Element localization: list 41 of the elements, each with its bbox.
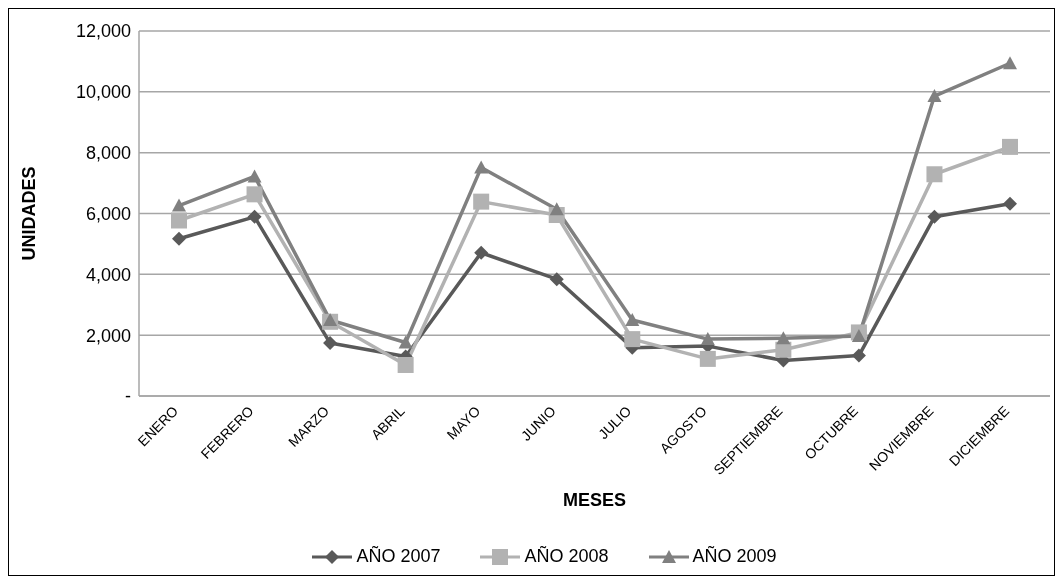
point bbox=[1003, 56, 1017, 70]
point bbox=[775, 341, 792, 358]
y-tick-label: 12,000 bbox=[75, 21, 131, 42]
point bbox=[625, 312, 640, 326]
legend-label: AÑO 2009 bbox=[692, 546, 777, 567]
point bbox=[927, 209, 942, 224]
x-axis-title: MESES bbox=[562, 490, 627, 510]
point bbox=[323, 312, 338, 326]
point bbox=[624, 331, 641, 348]
point bbox=[397, 356, 414, 373]
point bbox=[323, 336, 338, 351]
y-tick-label: 2,000 bbox=[85, 325, 131, 346]
y-tick-label: - bbox=[125, 386, 131, 407]
legend-label: AÑO 2008 bbox=[524, 546, 609, 567]
y-tick-label: 4,000 bbox=[85, 264, 131, 285]
point bbox=[1003, 196, 1017, 211]
point bbox=[776, 331, 791, 345]
y-axis-title: UNIDADES bbox=[19, 166, 40, 261]
point bbox=[172, 231, 186, 246]
point bbox=[172, 198, 186, 212]
point bbox=[474, 245, 489, 260]
point bbox=[247, 209, 262, 224]
point bbox=[851, 348, 866, 363]
point bbox=[699, 350, 716, 367]
point bbox=[926, 166, 943, 183]
point bbox=[851, 329, 866, 343]
y-tick-label: 10,000 bbox=[75, 82, 131, 103]
point bbox=[398, 335, 413, 349]
point bbox=[171, 212, 187, 229]
point bbox=[549, 202, 564, 216]
y-tick-label: 6,000 bbox=[85, 203, 131, 224]
point bbox=[473, 193, 490, 210]
point bbox=[474, 160, 489, 174]
point bbox=[927, 89, 942, 103]
y-tick-label: 8,000 bbox=[85, 143, 131, 164]
point bbox=[549, 272, 564, 287]
point bbox=[247, 169, 262, 183]
legend-label: AÑO 2007 bbox=[356, 546, 441, 567]
point bbox=[700, 332, 715, 346]
point bbox=[1002, 138, 1018, 155]
point bbox=[246, 186, 263, 203]
